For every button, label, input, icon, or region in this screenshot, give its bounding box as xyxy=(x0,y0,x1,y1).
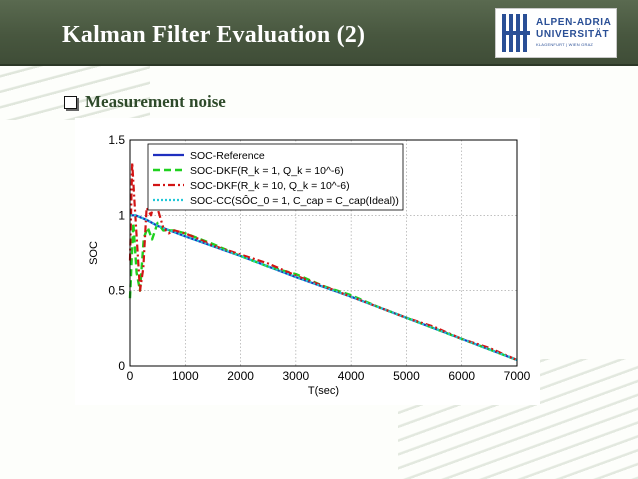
x-tick-label: 0 xyxy=(127,369,134,383)
x-tick-label: 6000 xyxy=(448,369,475,383)
y-tick-label: 0.5 xyxy=(108,284,125,298)
x-tick-label: 5000 xyxy=(393,369,420,383)
legend-box xyxy=(147,143,404,211)
x-tick-label: 3000 xyxy=(283,369,310,383)
legend-label-2: SOC-DKF(R_k = 10, Q_k = 10^-6) xyxy=(190,180,350,192)
x-tick-label: 2000 xyxy=(227,369,254,383)
x-axis-label: T(sec) xyxy=(308,385,339,397)
x-tick-label: 4000 xyxy=(338,369,365,383)
chart-ticks: 0 1000 2000 3000 4000 5000 6000 7000 0 0.5 1 1.5 xyxy=(108,133,530,383)
bullet-text: Measurement noise xyxy=(85,92,226,111)
y-tick-label: 1 xyxy=(118,208,125,222)
university-logo-mark-icon xyxy=(502,14,530,52)
legend-label-3: SOC-CC(SÔC_0 = 1, C_cap = C_cap(Ideal)) xyxy=(190,194,399,207)
series-line-3 xyxy=(130,214,518,362)
slide-title: Kalman Filter Evaluation (2) xyxy=(62,22,366,48)
bullet-item: Measurement noise xyxy=(64,92,226,112)
series-line-1 xyxy=(128,221,518,362)
x-tick-label: 1000 xyxy=(172,369,199,383)
logo-text-line-1: ALPEN-ADRIA xyxy=(536,17,612,28)
y-tick-label: 1.5 xyxy=(108,133,125,147)
y-axis-label: SOC xyxy=(88,241,100,265)
logo-text-line-3: KLAGENFURT | WIEN GRAZ xyxy=(536,42,594,47)
y-tick-label: 0 xyxy=(118,359,125,373)
chart-frame: 0 1000 2000 3000 4000 5000 6000 7000 0 0.5 1 1.5 SO… xyxy=(75,118,540,405)
checkbox-bullet-icon xyxy=(64,95,77,109)
legend-label-0: SOC-Reference xyxy=(190,150,265,162)
chart-series xyxy=(128,161,518,362)
university-logo: ALPEN-ADRIA UNIVERSITÄT KLAGENFURT | WIE… xyxy=(495,8,617,58)
chart-legend: SOC-Reference SOC-DKF(R_k = 1, Q_k = 10^-… xyxy=(147,143,404,211)
legend-label-1: SOC-DKF(R_k = 1, Q_k = 10^-6) xyxy=(190,165,344,177)
x-tick-label: 7000 xyxy=(504,369,531,383)
chart-axes-box xyxy=(129,139,518,367)
soc-line-chart: 0 1000 2000 3000 4000 5000 6000 7000 0 0.5 1 1.5 SO… xyxy=(88,133,531,397)
slide-title-bar: Kalman Filter Evaluation (2) ALPEN-ADRIA… xyxy=(0,0,638,66)
logo-text-line-2: UNIVERSITÄT xyxy=(536,29,610,40)
